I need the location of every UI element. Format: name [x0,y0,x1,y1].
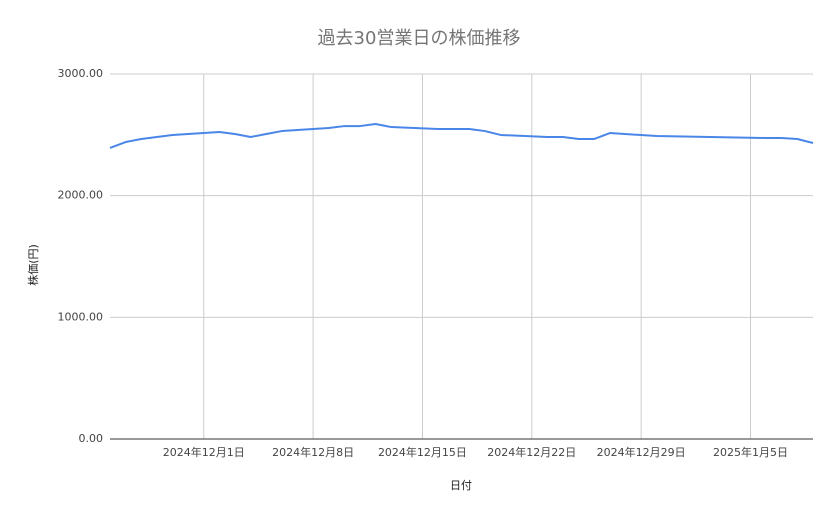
y-tick-label: 2000.00 [58,189,104,202]
price-line [109,123,814,149]
x-tick-label: 2025年1月5日 [713,445,788,459]
x-tick-label: 2024年12月1日 [163,445,245,459]
chart-title: 過去30営業日の株価推移 [318,28,521,49]
x-tick-label: 2024年12月29日 [597,445,686,459]
y-tick-label: 1000.00 [58,310,104,323]
x-tick-label: 2024年12月15日 [378,445,467,459]
y-tick-label: 3000.00 [58,67,104,80]
x-tick-label: 2024年12月8日 [272,445,354,459]
x-tick-label: 2024年12月22日 [487,445,576,459]
x-axis-label: 日付 [450,479,472,492]
y-tick-label: 0.00 [79,432,104,445]
y-axis-label: 株価(円) [26,244,40,286]
